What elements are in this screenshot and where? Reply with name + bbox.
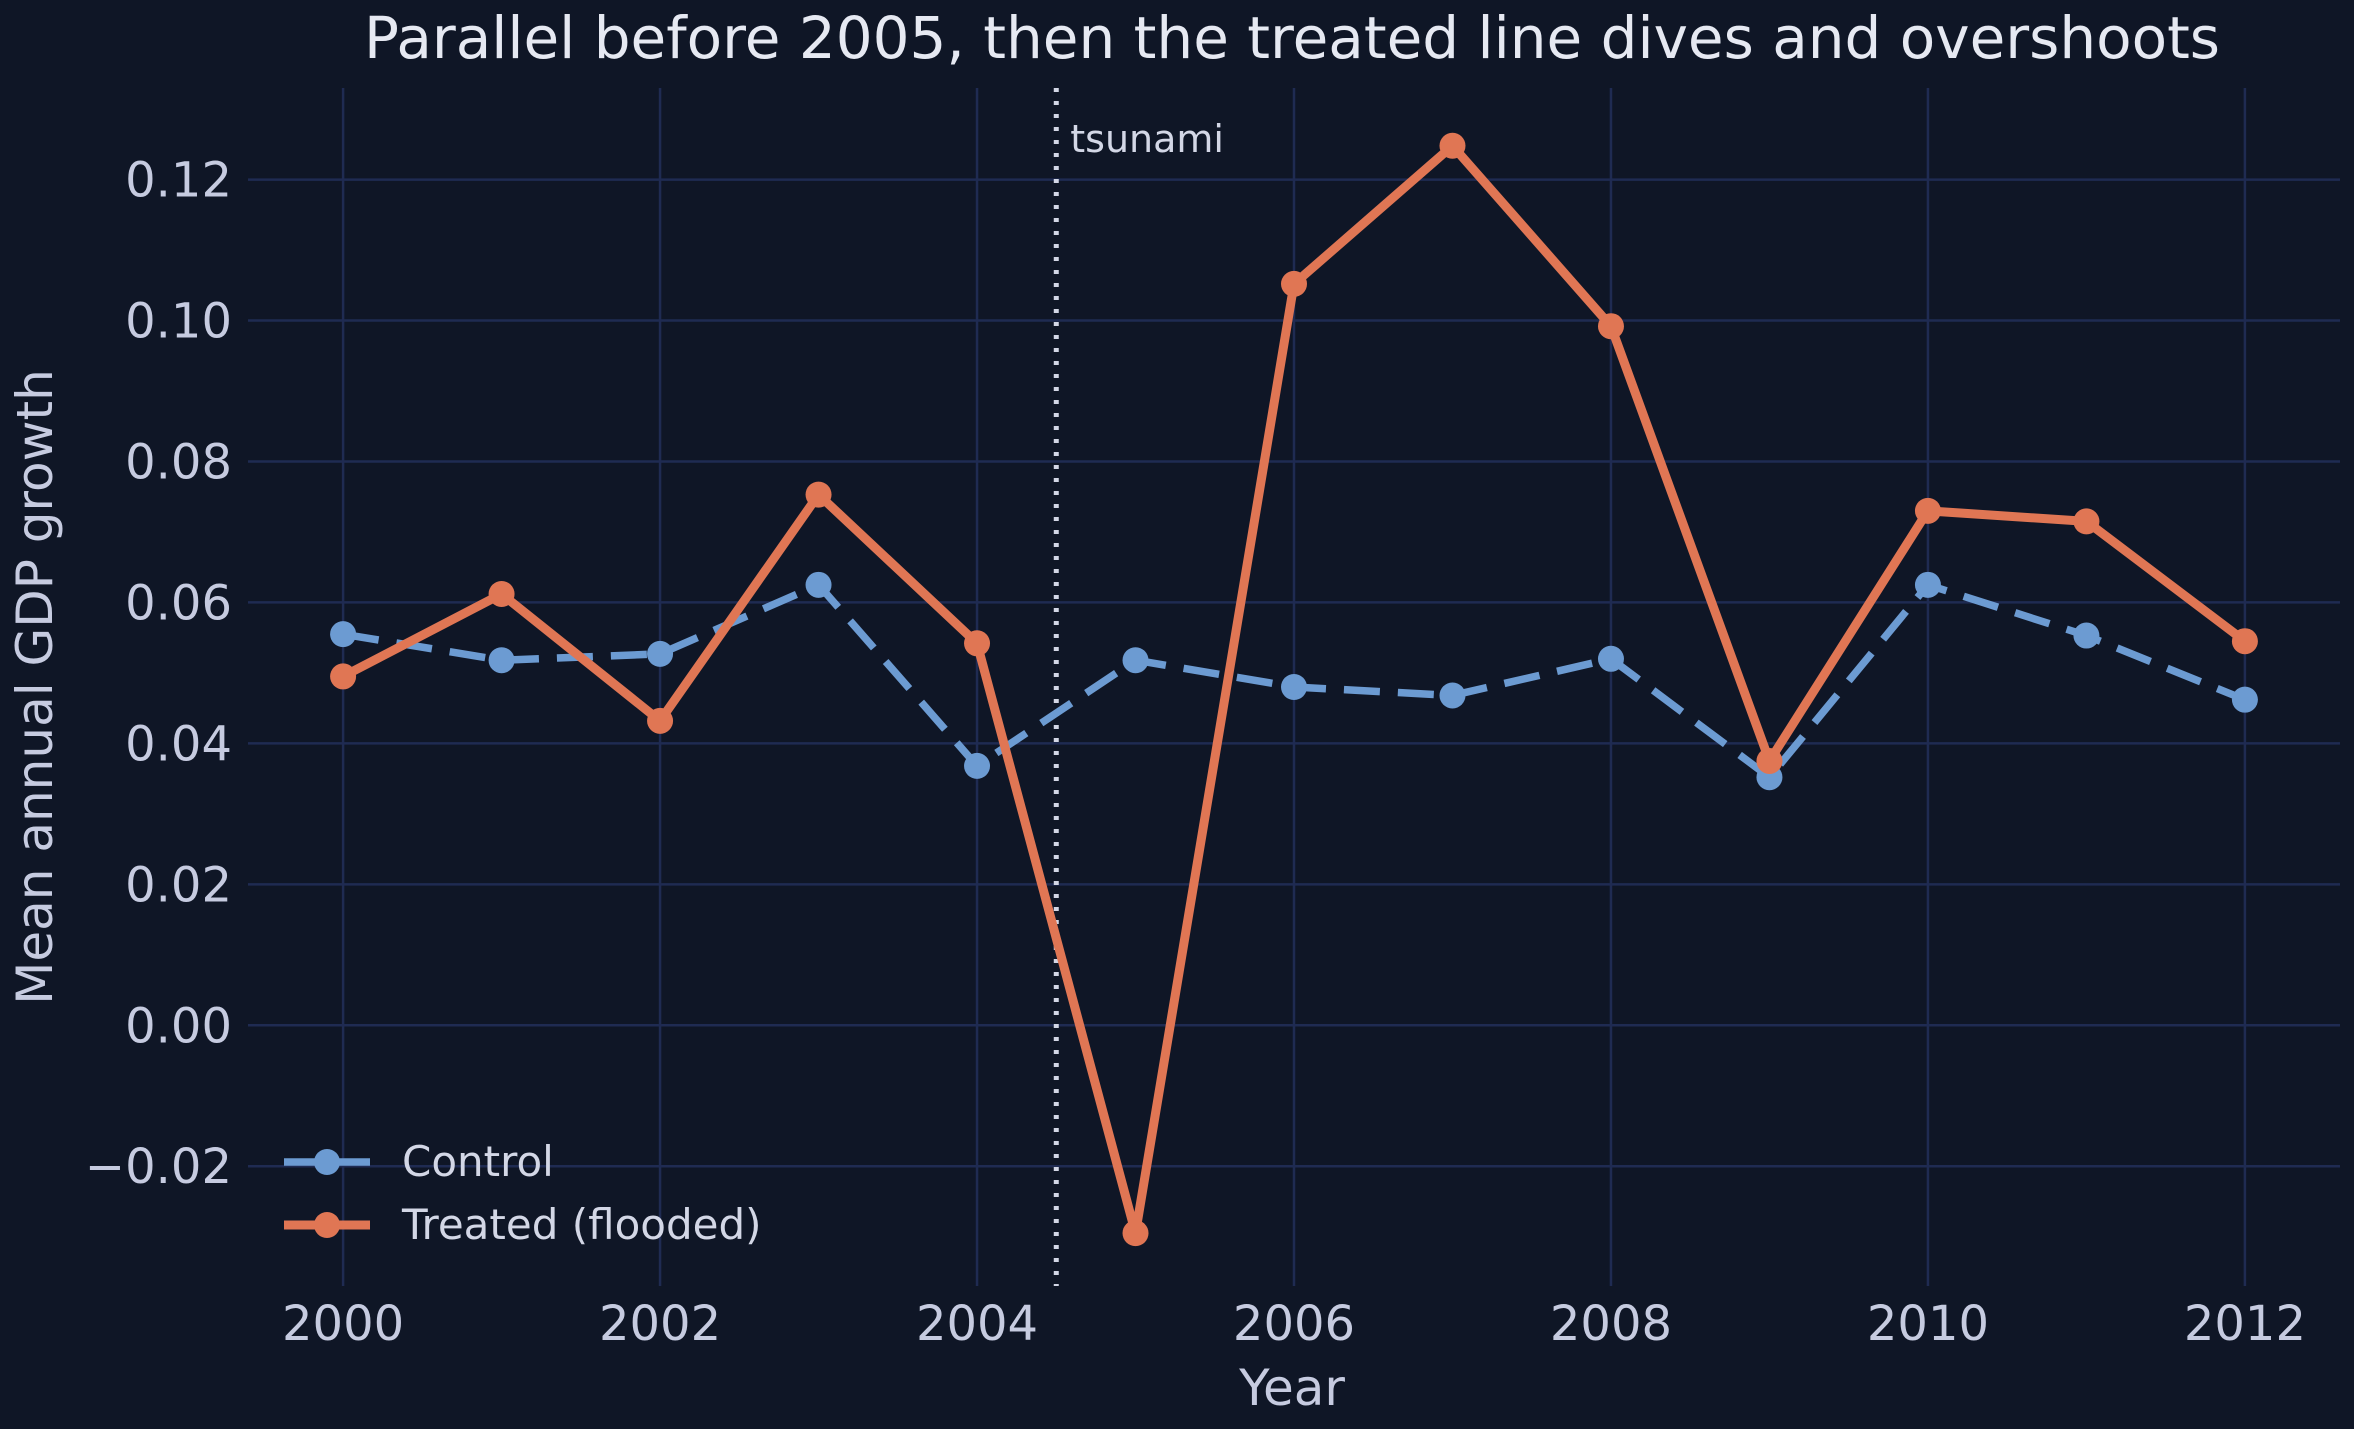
- data-point: [1914, 497, 1941, 524]
- y-tick-label: 0.12: [125, 153, 232, 209]
- legend-label: Control: [402, 1137, 554, 1186]
- legend-item-treated-flooded: Treated (flooded): [284, 1200, 762, 1249]
- data-point: [1756, 747, 1783, 774]
- y-tick-label: −0.02: [85, 1139, 232, 1195]
- data-point: [647, 640, 674, 667]
- data-point: [2073, 508, 2100, 535]
- x-axis-label: Year: [1238, 1359, 1345, 1417]
- x-tick-label: 2008: [1550, 1296, 1672, 1352]
- legend-label: Treated (flooded): [401, 1200, 762, 1249]
- legend-swatch-marker: [314, 1149, 340, 1175]
- legend-item-control: Control: [284, 1137, 554, 1186]
- data-point: [964, 630, 991, 657]
- series-layer: [330, 132, 2258, 1247]
- data-point: [964, 752, 991, 779]
- data-point: [1597, 645, 1624, 672]
- data-point: [805, 481, 832, 508]
- data-point: [1597, 313, 1624, 340]
- data-point: [647, 707, 674, 734]
- data-point: [488, 580, 515, 607]
- y-tick-label: 0.06: [125, 575, 232, 631]
- x-tick-label: 2012: [2184, 1296, 2306, 1352]
- y-axis-label: Mean annual GDP growth: [6, 369, 64, 1005]
- x-tick-label: 2004: [916, 1296, 1038, 1352]
- data-point: [2231, 686, 2258, 713]
- y-tick-label: 0.10: [125, 294, 232, 350]
- x-axis: 2000 2002 2004 2006 2008 2010 2012: [282, 1296, 2306, 1352]
- x-tick-label: 2002: [599, 1296, 721, 1352]
- data-point: [1914, 571, 1941, 598]
- data-point: [805, 571, 832, 598]
- data-point: [330, 621, 357, 648]
- data-point: [330, 663, 357, 690]
- chart-title: Parallel before 2005, then the treated l…: [364, 4, 2220, 72]
- data-point: [2231, 628, 2258, 655]
- y-tick-label: 0.04: [125, 716, 232, 772]
- y-tick-label: 0.08: [125, 434, 232, 490]
- data-point: [1281, 270, 1307, 297]
- series-control: [330, 571, 2258, 791]
- event-marker-label: tsunami: [1070, 117, 1224, 161]
- legend-swatch-marker: [314, 1212, 340, 1238]
- y-tick-label: 0.02: [125, 857, 232, 913]
- x-tick-label: 2010: [1867, 1296, 1989, 1352]
- data-point: [1281, 674, 1307, 700]
- y-axis: −0.02 0.00 0.02 0.04 0.06 0.08 0.10 0.12: [85, 153, 232, 1196]
- annotation-layer: tsunami: [1053, 88, 1224, 1286]
- x-tick-label: 2000: [282, 1296, 404, 1352]
- x-tick-label: 2006: [1233, 1296, 1355, 1352]
- data-point: [488, 647, 515, 674]
- series-treated-flooded: [330, 132, 2258, 1247]
- legend: Control Treated (flooded): [284, 1137, 762, 1249]
- data-point: [2073, 622, 2100, 649]
- data-point: [1122, 1220, 1149, 1247]
- data-point: [1122, 647, 1149, 674]
- data-point: [1439, 682, 1466, 709]
- y-tick-label: 0.00: [125, 998, 232, 1054]
- data-point: [1439, 132, 1466, 159]
